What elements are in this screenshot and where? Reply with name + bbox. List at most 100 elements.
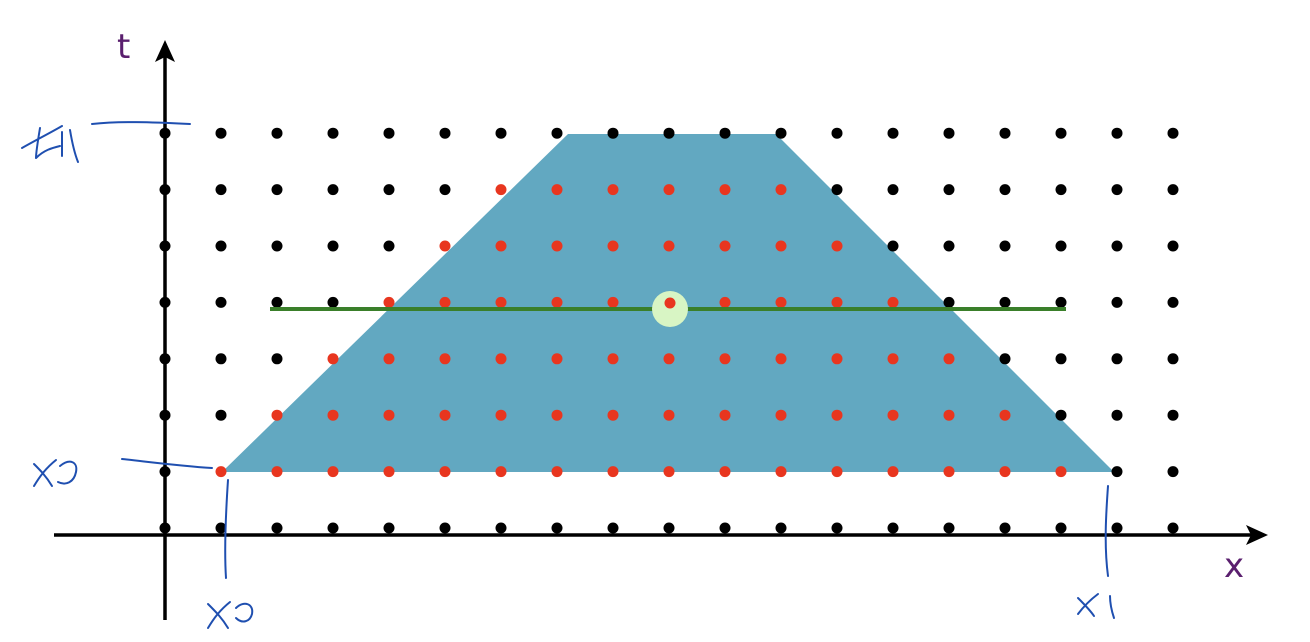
region-lattice-point bbox=[775, 184, 787, 196]
region-lattice-point bbox=[495, 184, 507, 196]
lattice-point bbox=[495, 522, 507, 534]
region-lattice-point bbox=[775, 240, 787, 252]
region-lattice-point bbox=[383, 409, 395, 421]
region-lattice-point bbox=[551, 409, 563, 421]
region-lattice-point bbox=[439, 353, 451, 365]
region-lattice-point bbox=[327, 466, 339, 478]
lattice-point bbox=[999, 296, 1011, 308]
region-lattice-point bbox=[271, 466, 283, 478]
lattice-point bbox=[215, 240, 227, 252]
lattice-point bbox=[663, 127, 675, 139]
lattice-point bbox=[215, 184, 227, 196]
lattice-point bbox=[1055, 353, 1067, 365]
lattice-point bbox=[271, 240, 283, 252]
lattice-point bbox=[943, 184, 955, 196]
lattice-point bbox=[383, 184, 395, 196]
lattice-point bbox=[1055, 240, 1067, 252]
region-lattice-point bbox=[439, 296, 451, 308]
lattice-point bbox=[159, 240, 171, 252]
lattice-point bbox=[1111, 466, 1123, 478]
region-lattice-point bbox=[775, 466, 787, 478]
t0-marker-line bbox=[121, 458, 213, 469]
region-lattice-point bbox=[831, 296, 843, 308]
lattice-point bbox=[943, 296, 955, 308]
lattice-point bbox=[271, 184, 283, 196]
region-lattice-point bbox=[719, 184, 731, 196]
lattice-point bbox=[999, 127, 1011, 139]
region-lattice-point bbox=[495, 296, 507, 308]
lattice-point bbox=[1167, 353, 1179, 365]
x0-handwritten-label bbox=[207, 601, 254, 629]
highlighted-point bbox=[664, 297, 676, 309]
lattice-point bbox=[159, 353, 171, 365]
t0-handwritten-label bbox=[33, 459, 78, 487]
lattice-point bbox=[1167, 127, 1179, 139]
lattice-point bbox=[215, 353, 227, 365]
lattice-point bbox=[831, 184, 843, 196]
region-lattice-point bbox=[383, 353, 395, 365]
lattice-point bbox=[215, 409, 227, 421]
lattice-point bbox=[1111, 184, 1123, 196]
lattice-point bbox=[439, 184, 451, 196]
lattice-point bbox=[943, 127, 955, 139]
region-lattice-point bbox=[607, 409, 619, 421]
region-lattice-point bbox=[775, 296, 787, 308]
lattice-point bbox=[439, 522, 451, 534]
region-lattice-point bbox=[719, 409, 731, 421]
region-lattice-point bbox=[551, 466, 563, 478]
region-lattice-point bbox=[607, 240, 619, 252]
lattice-point bbox=[159, 466, 171, 478]
region-lattice-point bbox=[495, 353, 507, 365]
region-lattice-point bbox=[719, 466, 731, 478]
lattice-point bbox=[215, 522, 227, 534]
lattice-point bbox=[159, 296, 171, 308]
region-lattice-point bbox=[607, 353, 619, 365]
lattice-point bbox=[999, 353, 1011, 365]
region-lattice-point bbox=[719, 353, 731, 365]
lattice-point bbox=[383, 240, 395, 252]
lattice-point bbox=[999, 184, 1011, 196]
lattice-point bbox=[999, 522, 1011, 534]
region-lattice-point bbox=[383, 296, 395, 308]
region-lattice-point bbox=[551, 184, 563, 196]
x1-handwritten-label bbox=[1077, 593, 1115, 619]
region-lattice-point bbox=[551, 240, 563, 252]
region-lattice-point bbox=[663, 184, 675, 196]
lattice-point bbox=[887, 240, 899, 252]
region-lattice-point bbox=[943, 466, 955, 478]
lattice-point bbox=[1167, 409, 1179, 421]
t-axis-label: t bbox=[117, 27, 130, 67]
lattice-point bbox=[383, 127, 395, 139]
lattice-point bbox=[495, 127, 507, 139]
lattice-point bbox=[607, 127, 619, 139]
region-lattice-point bbox=[943, 409, 955, 421]
region-lattice-point bbox=[551, 296, 563, 308]
lattice-point bbox=[159, 409, 171, 421]
lattice-point bbox=[887, 127, 899, 139]
region-lattice-point bbox=[271, 409, 283, 421]
region-lattice-point bbox=[999, 466, 1011, 478]
region-lattice-point bbox=[887, 353, 899, 365]
lattice-point bbox=[1111, 522, 1123, 534]
region-lattice-point bbox=[383, 466, 395, 478]
lattice-point bbox=[999, 240, 1011, 252]
lattice-point bbox=[831, 127, 843, 139]
lattice-point bbox=[1055, 127, 1067, 139]
lattice-point bbox=[215, 127, 227, 139]
highlighted-point-halo bbox=[652, 291, 688, 327]
lattice-point bbox=[327, 127, 339, 139]
region-lattice-point bbox=[327, 353, 339, 365]
region-lattice-point bbox=[943, 353, 955, 365]
region-lattice-point bbox=[215, 466, 227, 478]
lattice-point bbox=[887, 184, 899, 196]
region-lattice-point bbox=[775, 409, 787, 421]
t-axis-arrowhead bbox=[155, 40, 175, 62]
region-lattice-point bbox=[327, 409, 339, 421]
region-lattice-point bbox=[495, 409, 507, 421]
lattice-point bbox=[1111, 409, 1123, 421]
lattice-point bbox=[159, 522, 171, 534]
lattice-point bbox=[271, 353, 283, 365]
t1-marker-line bbox=[91, 121, 191, 125]
region-lattice-point bbox=[887, 466, 899, 478]
